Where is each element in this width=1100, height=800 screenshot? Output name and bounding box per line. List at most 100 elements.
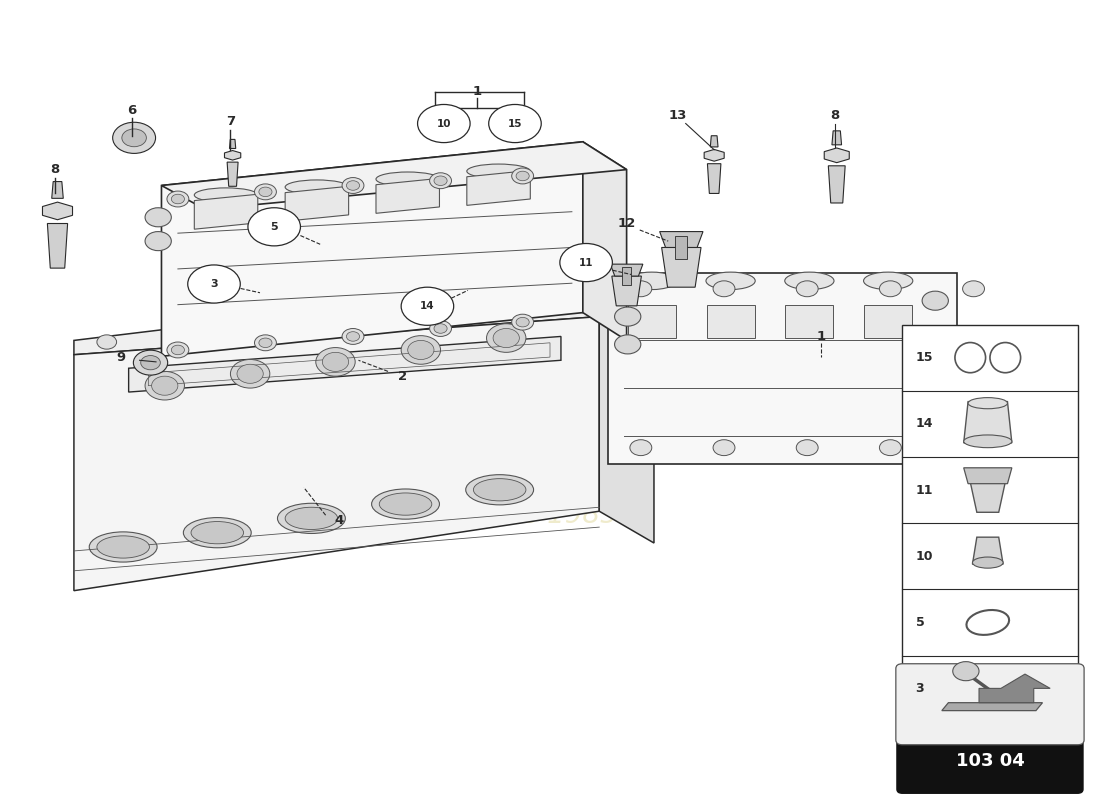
Polygon shape — [608, 273, 957, 463]
Polygon shape — [964, 468, 1012, 484]
Circle shape — [408, 341, 435, 359]
Circle shape — [145, 208, 172, 227]
Polygon shape — [43, 202, 73, 220]
Circle shape — [254, 184, 276, 200]
Circle shape — [258, 187, 272, 197]
Circle shape — [97, 335, 117, 349]
Text: 11: 11 — [579, 258, 593, 267]
Polygon shape — [707, 164, 721, 194]
Polygon shape — [610, 264, 642, 276]
Text: 13: 13 — [669, 109, 688, 122]
Circle shape — [346, 332, 360, 342]
Circle shape — [248, 208, 300, 246]
Ellipse shape — [784, 272, 834, 290]
Circle shape — [796, 281, 818, 297]
Circle shape — [430, 321, 451, 337]
Text: 4: 4 — [334, 514, 343, 527]
Circle shape — [512, 168, 534, 184]
FancyBboxPatch shape — [895, 664, 1085, 745]
Circle shape — [343, 302, 363, 316]
Circle shape — [316, 347, 355, 376]
Polygon shape — [74, 277, 600, 354]
Circle shape — [188, 265, 240, 303]
Polygon shape — [942, 702, 1043, 710]
Polygon shape — [600, 317, 654, 543]
Text: eurospares: eurospares — [100, 354, 715, 446]
Polygon shape — [376, 178, 440, 214]
Polygon shape — [583, 142, 627, 341]
Polygon shape — [964, 402, 1012, 443]
Polygon shape — [711, 136, 718, 147]
Circle shape — [418, 105, 470, 142]
Circle shape — [342, 178, 364, 194]
Polygon shape — [970, 482, 1005, 512]
Ellipse shape — [89, 532, 157, 562]
Text: 3: 3 — [915, 682, 924, 695]
Ellipse shape — [972, 557, 1003, 568]
Circle shape — [879, 440, 901, 456]
Bar — [902, 325, 1078, 722]
Circle shape — [922, 350, 948, 370]
Circle shape — [141, 355, 161, 370]
Circle shape — [172, 345, 185, 354]
Circle shape — [172, 194, 185, 204]
Polygon shape — [466, 170, 530, 206]
Polygon shape — [52, 182, 64, 198]
Circle shape — [434, 324, 447, 334]
Text: 14: 14 — [420, 302, 434, 311]
Circle shape — [258, 338, 272, 347]
Ellipse shape — [184, 518, 251, 548]
Circle shape — [254, 335, 276, 350]
Text: 103 04: 103 04 — [956, 752, 1024, 770]
Polygon shape — [824, 148, 849, 162]
Text: 7: 7 — [226, 115, 235, 129]
Circle shape — [402, 336, 441, 364]
Circle shape — [615, 335, 641, 354]
Ellipse shape — [968, 398, 1008, 409]
Circle shape — [430, 173, 451, 189]
Text: 10: 10 — [437, 118, 451, 129]
Circle shape — [507, 279, 527, 294]
Text: 8: 8 — [51, 163, 59, 176]
Ellipse shape — [465, 474, 534, 505]
Text: 12: 12 — [617, 217, 636, 230]
Circle shape — [512, 314, 534, 330]
Circle shape — [486, 324, 526, 352]
Text: 3: 3 — [210, 279, 218, 289]
Circle shape — [261, 313, 280, 327]
Circle shape — [145, 231, 172, 250]
Polygon shape — [224, 150, 241, 160]
Circle shape — [236, 364, 263, 383]
Circle shape — [434, 176, 447, 186]
Circle shape — [488, 105, 541, 142]
Ellipse shape — [964, 435, 1012, 448]
Text: 10: 10 — [915, 550, 933, 562]
Circle shape — [560, 243, 613, 282]
Bar — [623, 267, 631, 285]
Circle shape — [962, 281, 984, 297]
Ellipse shape — [97, 536, 150, 558]
Bar — [628, 305, 675, 338]
Text: 14: 14 — [915, 418, 933, 430]
Polygon shape — [47, 223, 67, 268]
Polygon shape — [979, 674, 1050, 702]
Ellipse shape — [473, 478, 526, 501]
Circle shape — [953, 662, 979, 681]
Ellipse shape — [285, 180, 349, 194]
Circle shape — [112, 122, 155, 154]
Polygon shape — [660, 231, 703, 247]
Polygon shape — [704, 150, 724, 161]
Polygon shape — [972, 537, 1003, 564]
Text: 6: 6 — [128, 103, 136, 117]
Text: 2: 2 — [398, 370, 407, 382]
Circle shape — [879, 281, 901, 297]
Circle shape — [713, 281, 735, 297]
Text: 5: 5 — [271, 222, 278, 232]
Circle shape — [342, 329, 364, 344]
FancyBboxPatch shape — [896, 728, 1084, 794]
Ellipse shape — [706, 272, 756, 290]
Circle shape — [630, 440, 652, 456]
Ellipse shape — [379, 493, 432, 515]
Polygon shape — [832, 131, 842, 145]
Text: 11: 11 — [915, 483, 933, 497]
